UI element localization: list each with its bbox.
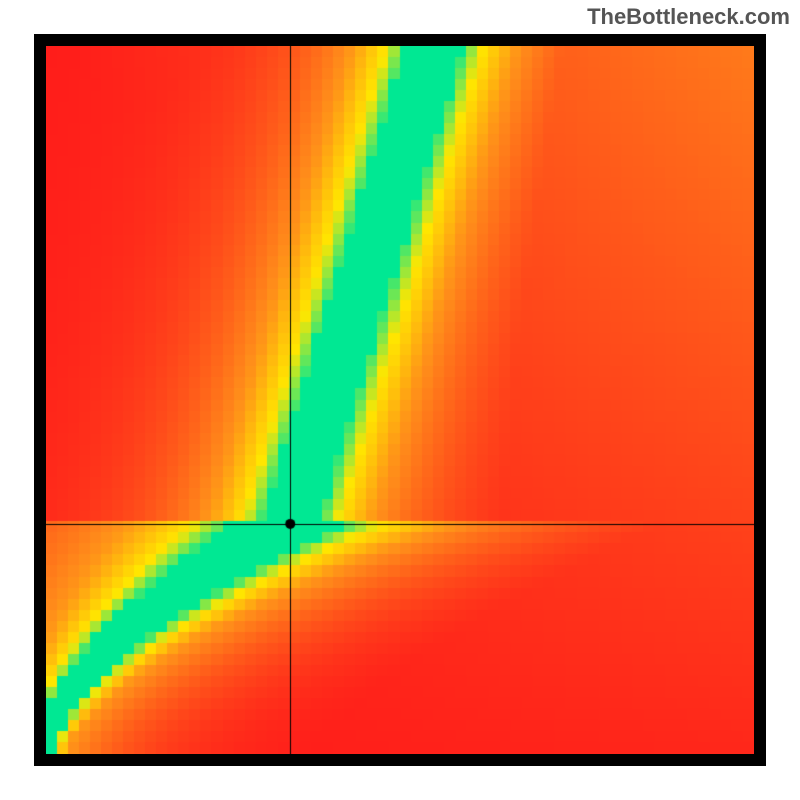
- heatmap-canvas: [46, 46, 754, 754]
- watermark-text: TheBottleneck.com: [587, 4, 790, 30]
- chart-canvas-wrap: [46, 46, 754, 754]
